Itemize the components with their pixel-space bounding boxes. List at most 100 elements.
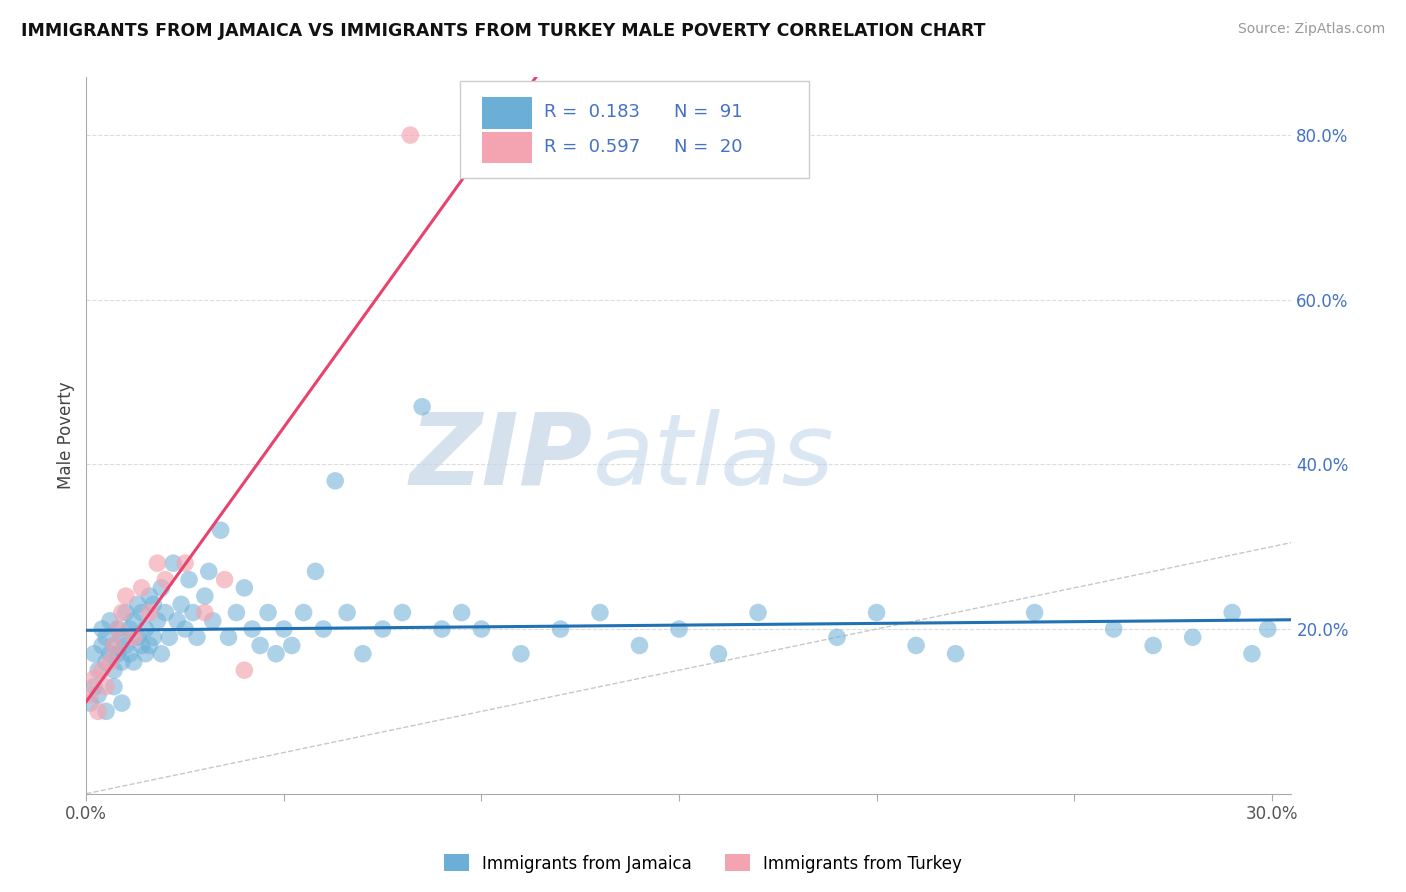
FancyBboxPatch shape xyxy=(482,97,533,129)
Immigrants from Jamaica xyxy=(118,647,141,661)
Immigrants from Turkey xyxy=(79,688,101,702)
Immigrants from Jamaica xyxy=(707,647,730,661)
Immigrants from Jamaica xyxy=(87,663,110,677)
Text: R =  0.597: R = 0.597 xyxy=(544,138,641,156)
Immigrants from Turkey xyxy=(122,630,145,644)
Immigrants from Jamaica xyxy=(138,639,160,653)
Immigrants from Jamaica xyxy=(135,622,157,636)
Immigrants from Jamaica xyxy=(1181,630,1204,644)
Immigrants from Jamaica xyxy=(668,622,690,636)
Immigrants from Jamaica xyxy=(194,589,217,603)
Immigrants from Jamaica xyxy=(945,647,967,661)
Immigrants from Jamaica xyxy=(225,606,247,620)
Immigrants from Jamaica xyxy=(430,622,453,636)
Immigrants from Jamaica xyxy=(127,597,149,611)
Immigrants from Jamaica xyxy=(1102,622,1125,636)
Immigrants from Jamaica xyxy=(510,647,533,661)
Immigrants from Jamaica xyxy=(138,589,160,603)
Immigrants from Jamaica xyxy=(162,556,184,570)
Immigrants from Jamaica xyxy=(111,696,134,710)
Immigrants from Jamaica xyxy=(209,523,232,537)
Immigrants from Jamaica xyxy=(181,606,204,620)
Immigrants from Jamaica xyxy=(865,606,887,620)
Immigrants from Turkey xyxy=(131,581,153,595)
Immigrants from Jamaica xyxy=(1142,639,1164,653)
Immigrants from Jamaica xyxy=(166,614,188,628)
Immigrants from Jamaica xyxy=(150,581,173,595)
Immigrants from Jamaica xyxy=(174,622,197,636)
Immigrants from Jamaica xyxy=(122,655,145,669)
Immigrants from Turkey xyxy=(98,655,121,669)
Immigrants from Jamaica xyxy=(122,614,145,628)
Immigrants from Jamaica xyxy=(249,639,271,653)
Immigrants from Jamaica xyxy=(118,622,141,636)
Immigrants from Jamaica xyxy=(186,630,208,644)
Immigrants from Jamaica xyxy=(111,655,134,669)
Immigrants from Jamaica xyxy=(391,606,413,620)
Immigrants from Jamaica xyxy=(352,647,374,661)
Immigrants from Jamaica xyxy=(170,597,193,611)
Immigrants from Jamaica xyxy=(94,655,117,669)
Immigrants from Turkey xyxy=(194,606,217,620)
Immigrants from Jamaica xyxy=(157,630,180,644)
Text: ZIP: ZIP xyxy=(409,409,592,506)
Immigrants from Jamaica xyxy=(589,606,612,620)
Immigrants from Turkey xyxy=(107,622,129,636)
Immigrants from Jamaica xyxy=(87,688,110,702)
Immigrants from Jamaica xyxy=(146,614,169,628)
Immigrants from Jamaica xyxy=(79,696,101,710)
Immigrants from Jamaica xyxy=(264,647,287,661)
Immigrants from Turkey xyxy=(399,128,422,142)
Immigrants from Jamaica xyxy=(127,630,149,644)
Immigrants from Jamaica xyxy=(292,606,315,620)
Immigrants from Jamaica xyxy=(131,606,153,620)
Immigrants from Jamaica xyxy=(336,606,359,620)
Immigrants from Jamaica xyxy=(233,581,256,595)
Immigrants from Jamaica xyxy=(628,639,651,653)
Immigrants from Turkey xyxy=(214,573,236,587)
Immigrants from Jamaica xyxy=(304,565,326,579)
Immigrants from Turkey xyxy=(87,704,110,718)
Immigrants from Jamaica xyxy=(107,622,129,636)
Immigrants from Jamaica xyxy=(411,400,433,414)
Immigrants from Turkey xyxy=(114,589,136,603)
Immigrants from Jamaica xyxy=(747,606,769,620)
Immigrants from Jamaica xyxy=(1257,622,1279,636)
Immigrants from Jamaica xyxy=(197,565,219,579)
Text: N =  91: N = 91 xyxy=(675,103,742,120)
FancyBboxPatch shape xyxy=(460,81,810,178)
Immigrants from Jamaica xyxy=(450,606,472,620)
Immigrants from Jamaica xyxy=(312,622,335,636)
Immigrants from Jamaica xyxy=(94,630,117,644)
Immigrants from Jamaica xyxy=(550,622,572,636)
Immigrants from Jamaica xyxy=(825,630,848,644)
Text: R =  0.183: R = 0.183 xyxy=(544,103,640,120)
Immigrants from Turkey xyxy=(91,663,114,677)
Immigrants from Turkey xyxy=(111,606,134,620)
Immigrants from Jamaica xyxy=(470,622,492,636)
Immigrants from Jamaica xyxy=(114,639,136,653)
Immigrants from Jamaica xyxy=(103,663,125,677)
Immigrants from Jamaica xyxy=(111,630,134,644)
Immigrants from Jamaica xyxy=(83,680,105,694)
Immigrants from Jamaica xyxy=(91,622,114,636)
Text: Source: ZipAtlas.com: Source: ZipAtlas.com xyxy=(1237,22,1385,37)
Immigrants from Turkey xyxy=(83,672,105,686)
Immigrants from Jamaica xyxy=(218,630,240,644)
Immigrants from Jamaica xyxy=(135,647,157,661)
Text: N =  20: N = 20 xyxy=(675,138,742,156)
Immigrants from Jamaica xyxy=(142,630,165,644)
Immigrants from Turkey xyxy=(146,556,169,570)
Immigrants from Jamaica xyxy=(1240,647,1263,661)
Immigrants from Jamaica xyxy=(114,606,136,620)
Immigrants from Jamaica xyxy=(155,606,177,620)
Immigrants from Jamaica xyxy=(240,622,263,636)
Immigrants from Jamaica xyxy=(281,639,304,653)
Legend: Immigrants from Jamaica, Immigrants from Turkey: Immigrants from Jamaica, Immigrants from… xyxy=(437,847,969,880)
Text: IMMIGRANTS FROM JAMAICA VS IMMIGRANTS FROM TURKEY MALE POVERTY CORRELATION CHART: IMMIGRANTS FROM JAMAICA VS IMMIGRANTS FR… xyxy=(21,22,986,40)
Immigrants from Jamaica xyxy=(177,573,200,587)
Immigrants from Jamaica xyxy=(103,639,125,653)
Immigrants from Jamaica xyxy=(201,614,224,628)
Immigrants from Jamaica xyxy=(150,647,173,661)
FancyBboxPatch shape xyxy=(482,132,533,163)
